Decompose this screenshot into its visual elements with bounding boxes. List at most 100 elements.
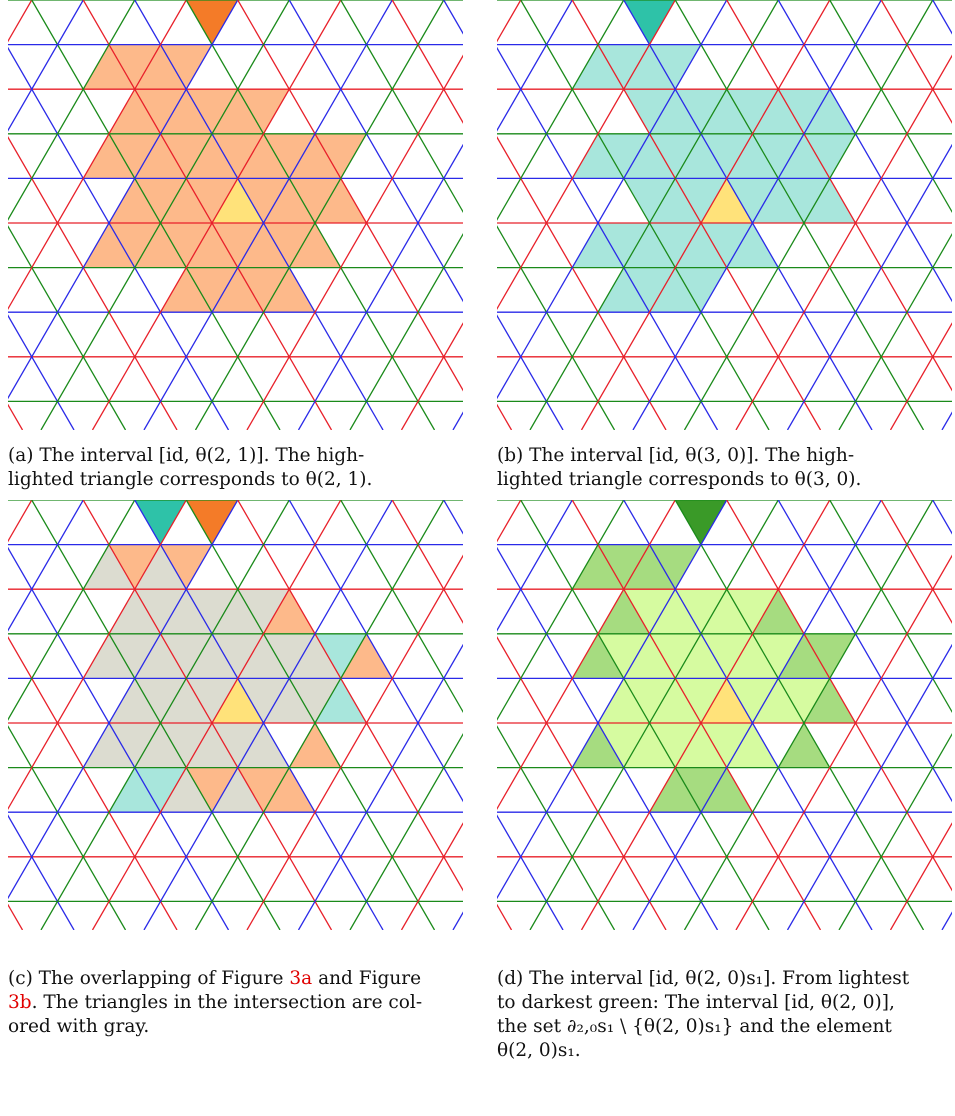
- lattice-triangle: [623, 44, 676, 90]
- figure-3b-link[interactable]: 3b: [8, 992, 32, 1013]
- lattice-triangle: [778, 723, 830, 768]
- lattice-triangle: [289, 723, 341, 768]
- lattice-line: [683, 0, 934, 430]
- lattice-triangle: [572, 133, 624, 179]
- caption-c-line-3: ored with gray.: [8, 1016, 150, 1037]
- lattice-triangle: [212, 767, 264, 813]
- lattice-line: [288, 0, 463, 303]
- lattice-triangle: [726, 89, 779, 134]
- lattice-triangle: [134, 89, 187, 134]
- lattice-line: [8, 500, 33, 543]
- lattice-triangle: [263, 223, 315, 268]
- lattice-triangle: [109, 723, 161, 768]
- lattice-line: [777, 500, 952, 803]
- caption-d-line-3: the set ∂₂,₀s₁ \ {θ(2, 0)s₁} and the ele…: [497, 1016, 892, 1037]
- lattice-triangle: [237, 267, 290, 313]
- lattice-triangle: [701, 723, 753, 768]
- lattice-triangle: [237, 133, 290, 179]
- lattice-line: [529, 0, 779, 430]
- lattice-triangle: [701, 633, 753, 679]
- lattice-triangle: [212, 223, 264, 268]
- lattice-line: [726, 0, 952, 392]
- caption-d-line-2: to darkest green: The interval [id, θ(2,…: [497, 992, 895, 1013]
- lattice-triangle: [160, 544, 212, 590]
- lattice-triangle: [701, 767, 753, 813]
- lattice-triangle: [675, 500, 727, 545]
- lattice-line: [497, 135, 667, 430]
- lattice-line: [786, 143, 952, 430]
- lattice-triangle: [109, 89, 161, 134]
- lattice-triangle: [675, 589, 727, 634]
- lattice-triangle: [701, 178, 753, 223]
- lattice-triangle: [263, 767, 315, 813]
- lattice-triangle: [598, 589, 650, 634]
- lattice-triangle: [160, 223, 212, 268]
- lattice-triangle: [675, 267, 727, 313]
- lattice-triangle: [134, 678, 187, 723]
- lattice-line: [237, 500, 463, 892]
- lattice-triangle: [804, 133, 856, 179]
- lattice-triangle: [109, 133, 161, 179]
- lattice-triangle: [649, 44, 701, 90]
- lattice-line: [880, 0, 952, 124]
- lattice-line: [8, 500, 187, 811]
- lattice-triangle: [160, 633, 212, 679]
- lattice-triangle: [134, 178, 187, 223]
- figure-3a-link[interactable]: 3a: [289, 968, 313, 989]
- lattice-line: [497, 0, 522, 43]
- lattice-triangle: [726, 723, 779, 768]
- lattice-line: [391, 0, 463, 124]
- lattice-line: [8, 814, 75, 930]
- lattice-line: [134, 500, 384, 930]
- lattice-triangle: [649, 767, 701, 813]
- lattice-line: [349, 732, 463, 930]
- lattice-line: [8, 0, 136, 221]
- lattice-triangle: [623, 723, 676, 768]
- lattice-line: [349, 232, 463, 430]
- lattice-line: [497, 225, 616, 430]
- lattice-line: [237, 0, 463, 392]
- lattice-line: [134, 0, 384, 430]
- lattice-triangle: [212, 133, 264, 179]
- lattice-triangle: [237, 178, 290, 223]
- caption-a-line-2: lighted triangle corresponds to θ(2, 1).: [8, 469, 373, 490]
- lattice-line: [185, 500, 436, 930]
- lattice-triangle: [160, 133, 212, 179]
- lattice-line: [8, 635, 178, 930]
- lattice-triangle: [315, 678, 367, 723]
- lattice-line: [529, 500, 779, 930]
- lattice-triangle: [598, 133, 650, 179]
- lattice-triangle: [134, 133, 187, 179]
- lattice-line: [8, 546, 230, 930]
- lattice-triangle: [675, 223, 727, 268]
- lattice-triangle: [778, 633, 830, 679]
- lattice-triangle: [109, 767, 161, 813]
- lattice-triangle: [83, 723, 135, 768]
- lattice-triangle: [263, 178, 315, 223]
- lattice-triangle: [572, 223, 624, 268]
- lattice-triangle: [289, 678, 341, 723]
- triangle-lattice-c: [8, 500, 463, 930]
- lattice-triangle: [778, 178, 830, 223]
- lattice-triangle: [623, 589, 676, 634]
- lattice-line: [497, 500, 676, 811]
- lattice-line: [580, 500, 831, 930]
- lattice-triangle: [649, 89, 701, 134]
- lattice-line: [8, 0, 84, 132]
- lattice-triangle: [237, 678, 290, 723]
- lattice-triangle: [315, 133, 367, 179]
- lattice-line: [82, 0, 333, 430]
- lattice-line: [246, 554, 463, 930]
- lattice-line: [8, 0, 239, 400]
- lattice-line: [443, 500, 463, 535]
- lattice-line: [786, 643, 952, 930]
- lattice-triangle: [83, 223, 135, 268]
- lattice-triangle: [212, 267, 264, 313]
- lattice-line: [194, 0, 445, 430]
- lattice-triangle: [752, 89, 804, 134]
- lattice-triangle: [109, 223, 161, 268]
- lattice-triangle: [83, 44, 135, 90]
- lattice-triangle: [160, 44, 212, 90]
- lattice-triangle: [289, 633, 341, 679]
- lattice-triangle: [340, 633, 393, 679]
